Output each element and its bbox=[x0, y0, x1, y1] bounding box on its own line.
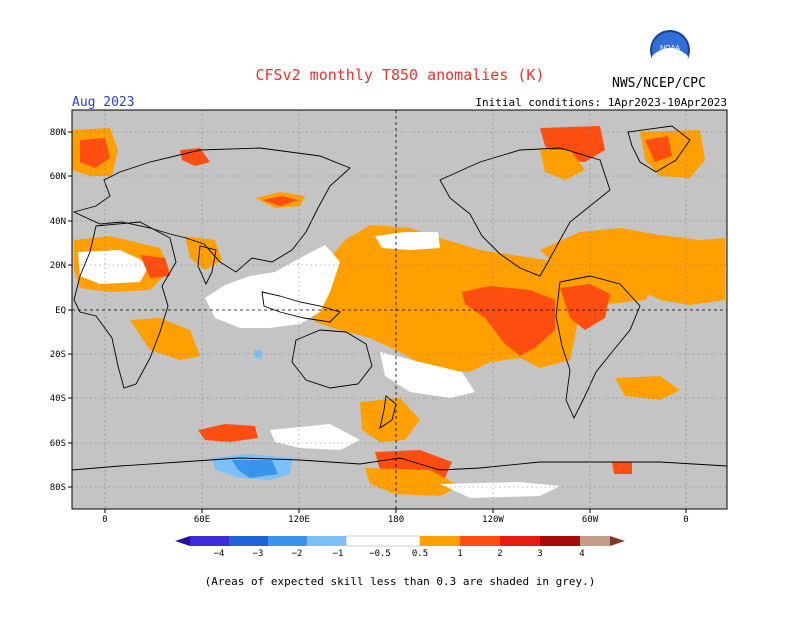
skill-footnote: (Areas of expected skill less than 0.3 a… bbox=[204, 575, 596, 588]
anomaly-region-e-siberia bbox=[180, 148, 210, 166]
anomaly-region-arabia-red bbox=[140, 255, 170, 278]
colorbar-label-4: 4 bbox=[579, 549, 584, 559]
coast-india bbox=[197, 245, 217, 286]
lon-label-60w: 60W bbox=[582, 515, 599, 525]
colorbar-swatch-05-1 bbox=[420, 536, 460, 546]
agency-label: NWS/NCEP/CPC bbox=[612, 76, 706, 91]
colorbar-label-neg1: −1 bbox=[333, 549, 344, 559]
coast-antarctica bbox=[72, 457, 727, 471]
colorbar-label-neg3: −3 bbox=[253, 549, 264, 559]
colorbar-swatch-neutral bbox=[345, 535, 421, 547]
lon-label-120w: 120W bbox=[482, 515, 504, 525]
lon-label-0-left: 0 bbox=[102, 515, 107, 525]
colorbar-label-neg4: −4 bbox=[214, 549, 225, 559]
initial-conditions-label: Initial conditions: 1Apr2023-10Apr2023 bbox=[475, 96, 727, 109]
valid-month-label: Aug 2023 bbox=[72, 95, 135, 110]
noaa-logo: NOAA bbox=[650, 30, 690, 74]
anomaly-region-s-atlantic bbox=[615, 376, 680, 400]
coast-africa bbox=[73, 221, 177, 389]
colorbar-swatch-2-3 bbox=[500, 536, 540, 546]
lat-label-20n: 20N bbox=[50, 261, 66, 271]
lat-label-20s: 20S bbox=[50, 350, 66, 360]
lat-axis: 80N 60N 40N 20N EQ 20S 40S 60S 80S bbox=[50, 128, 72, 493]
anomaly-region-antarctic-cold-core bbox=[232, 460, 278, 478]
anomaly-region-greenland-red bbox=[645, 136, 672, 162]
colorbar-swatch-2-1 bbox=[268, 536, 307, 546]
colorbar-swatch-4-5 bbox=[580, 536, 610, 546]
anomaly-field bbox=[72, 126, 725, 498]
neutral-region-w-pacific bbox=[205, 245, 340, 328]
lon-label-120e: 120E bbox=[288, 515, 310, 525]
colorbar-swatch-3-4 bbox=[540, 536, 580, 546]
colorbar-swatch-1-2 bbox=[460, 536, 500, 546]
anomaly-region-s-pacific-orange bbox=[360, 398, 420, 442]
noaa-logo-text: NOAA bbox=[660, 45, 680, 52]
colorbar-label-neg2: −2 bbox=[292, 549, 303, 559]
graticule bbox=[72, 110, 727, 509]
coast-eurasia bbox=[72, 147, 351, 273]
lon-label-0-right: 0 bbox=[683, 515, 688, 525]
lat-label-60n: 60N bbox=[50, 172, 66, 182]
coast-new-zealand bbox=[379, 395, 397, 429]
chart-title: CFSv2 monthly T850 anomalies (K) bbox=[255, 66, 545, 84]
reference-lines bbox=[72, 110, 727, 509]
lon-label-180: 180 bbox=[388, 515, 404, 525]
coast-greenland bbox=[627, 125, 691, 173]
anomaly-region-nino-core bbox=[462, 286, 555, 356]
anomaly-region-arctic-atlantic-red bbox=[80, 138, 110, 168]
neutral-region-n-pacific bbox=[375, 232, 440, 250]
lat-label-40n: 40N bbox=[50, 217, 66, 227]
lat-label-80s: 80S bbox=[50, 483, 66, 493]
colorbar: −4 −3 −2 −1 −0.5 0.5 1 2 3 4 bbox=[175, 535, 625, 559]
neutral-region-southern-ocean bbox=[270, 424, 360, 450]
coast-north-america bbox=[439, 147, 611, 277]
anomaly-region-nino12 bbox=[560, 284, 610, 330]
map-panel: 80N 60N 40N 20N EQ 20S 40S 60S 80S 0 60E… bbox=[50, 109, 728, 525]
colorbar-label-neg05: −0.5 bbox=[369, 549, 391, 559]
anomaly-region-s-atlantic-red bbox=[612, 462, 632, 474]
colorbar-label-2: 2 bbox=[497, 549, 502, 559]
lon-axis: 0 60E 120E 180 120W 60W 0 bbox=[102, 509, 689, 525]
colorbar-swatch-3-2 bbox=[229, 536, 268, 546]
lat-label-eq: EQ bbox=[55, 306, 66, 316]
anomaly-region-s-indian-red bbox=[198, 424, 258, 442]
neutral-region-antarctic bbox=[440, 482, 560, 498]
colorbar-swatch-above-5 bbox=[610, 536, 625, 546]
anomaly-region-india bbox=[185, 236, 222, 270]
colorbar-label-05: 0.5 bbox=[412, 549, 428, 559]
colorbar-swatch-below-4 bbox=[175, 536, 190, 546]
coast-se-asia bbox=[261, 291, 341, 323]
anomaly-region-nw-pacific-red bbox=[262, 196, 298, 206]
anomaly-region-ross-orange bbox=[365, 468, 460, 496]
anomaly-region-atlantic-warm bbox=[540, 228, 725, 305]
anomaly-region-sahara-neutral bbox=[78, 250, 150, 284]
lat-label-60s: 60S bbox=[50, 439, 66, 449]
colorbar-swatch-1-05 bbox=[307, 536, 346, 546]
lat-label-40s: 40S bbox=[50, 394, 66, 404]
lat-label-80n: 80N bbox=[50, 128, 66, 138]
lon-label-60e: 60E bbox=[194, 515, 210, 525]
colorbar-swatch-4-3 bbox=[190, 536, 229, 546]
colorbar-label-1: 1 bbox=[457, 549, 462, 559]
anomaly-region-e-africa bbox=[130, 318, 200, 360]
colorbar-label-3: 3 bbox=[537, 549, 542, 559]
neutral-region-s-pacific bbox=[380, 352, 475, 398]
anomaly-region-canada-orange bbox=[540, 150, 585, 180]
